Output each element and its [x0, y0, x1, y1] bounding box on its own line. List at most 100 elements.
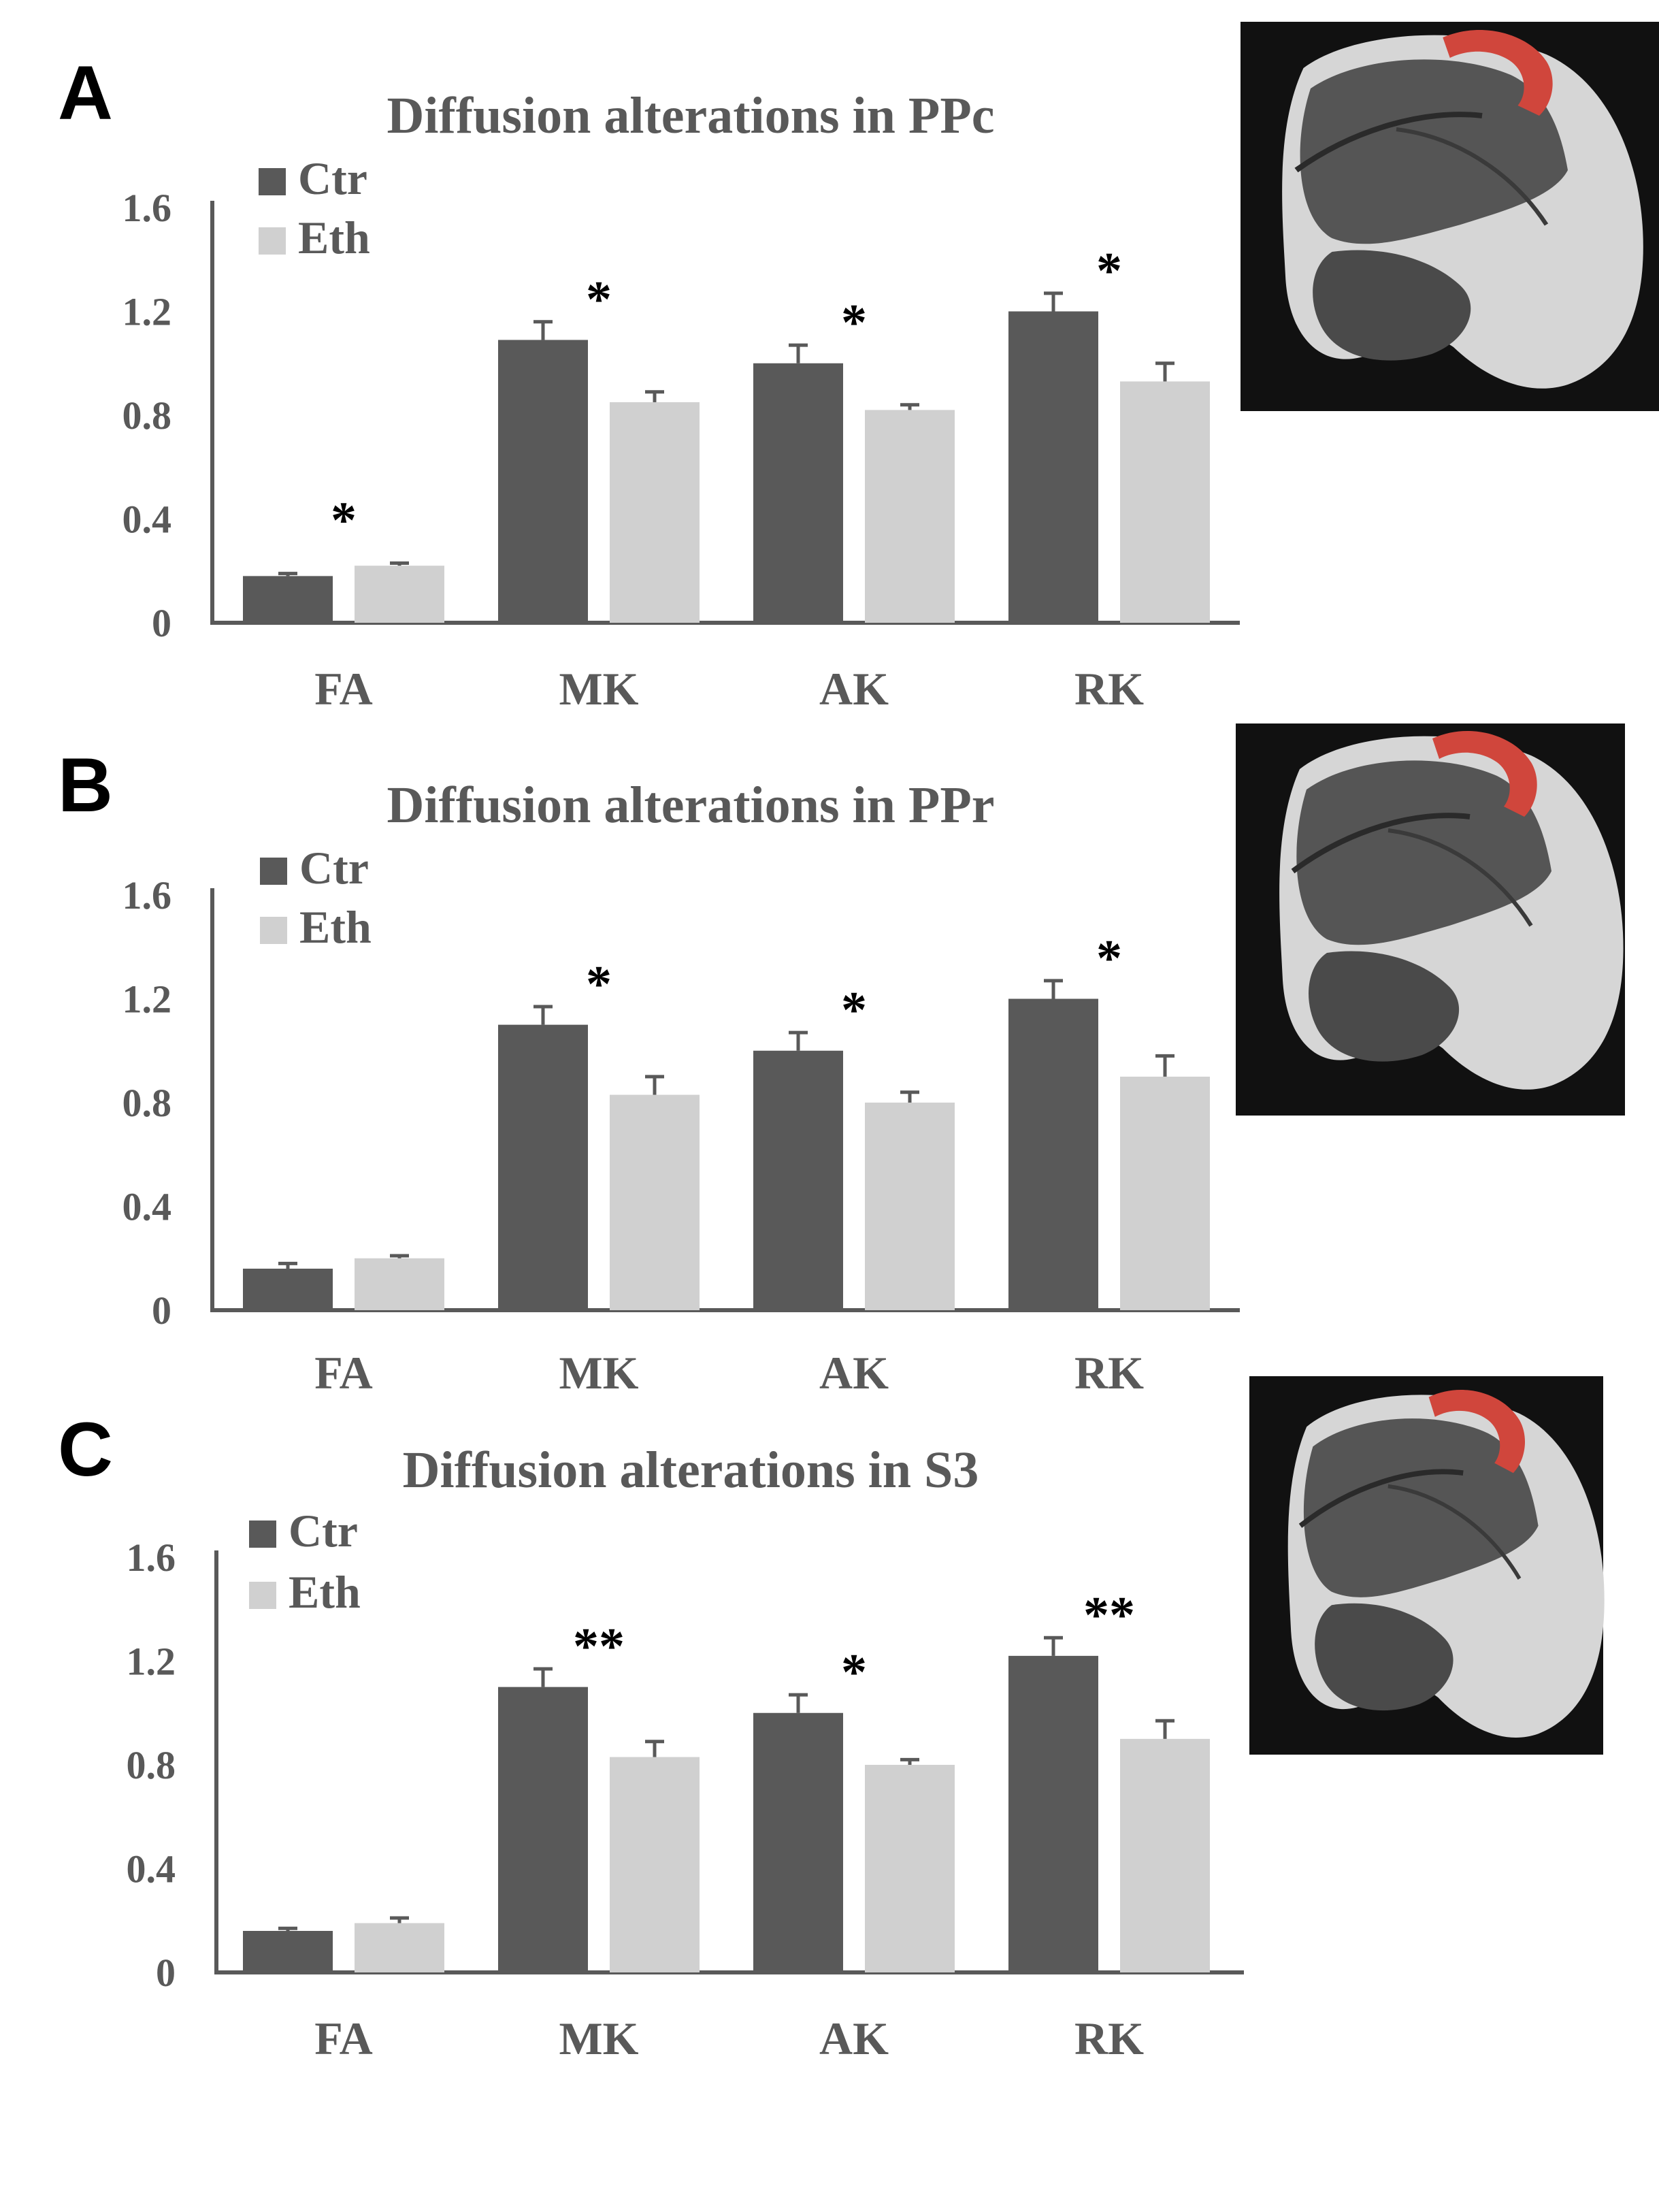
significance-mark: * [1096, 242, 1122, 299]
legend-swatch-eth [259, 227, 286, 255]
mri-inset-image [1249, 1376, 1605, 1755]
brain-lower-region [1309, 951, 1460, 1062]
chart-panel-b: B Diffusion alterations in PPr 0 0.4 0.8 1.2 1… [58, 743, 1240, 1399]
significance-mark: * [331, 491, 357, 549]
bar-eth-rk [1120, 1076, 1210, 1310]
x-category-label: FA [314, 663, 373, 715]
x-category-label: FA [314, 2013, 373, 2064]
x-category-label: FA [314, 1347, 373, 1399]
significance-mark: * [841, 1644, 867, 1701]
brain-sulcus-line [1298, 1469, 1464, 1528]
bar-eth-mk [610, 1757, 700, 1972]
legend-label-eth: Eth [298, 212, 370, 263]
y-tick-label: 1.2 [127, 1640, 176, 1684]
y-tick-label: 0.4 [122, 1185, 172, 1229]
bar-eth-mk [610, 402, 700, 623]
bar-ctr-rk [1008, 998, 1098, 1310]
legend-swatch-ctr [249, 1520, 276, 1548]
chart-panel-a: A Diffusion alterations in PPc 0 0.4 0.8 1.2 1… [58, 50, 1240, 715]
x-category-label: RK [1074, 663, 1144, 715]
y-tick-label: 0.4 [127, 1847, 176, 1891]
legend-swatch-ctr [260, 858, 287, 885]
x-category-label: RK [1074, 2013, 1144, 2064]
brain-tract-line [1387, 828, 1533, 927]
y-tick-label: 0.8 [127, 1743, 176, 1787]
bar-eth-rk [1120, 1738, 1210, 1972]
bar-ctr-fa [243, 576, 333, 623]
legend-label-ctr: Ctr [299, 842, 369, 894]
y-tick-label: 1.6 [122, 186, 172, 230]
mri-inset-image [1236, 723, 1625, 1116]
legend-swatch-eth [249, 1582, 276, 1609]
legend-label-eth: Eth [299, 901, 372, 953]
x-category-label: AK [819, 2013, 889, 2064]
brain-lower-region [1315, 1603, 1453, 1711]
bar-ctr-mk [498, 340, 588, 623]
bar-eth-fa [355, 1258, 444, 1310]
brain-sulcus-line [1291, 813, 1471, 874]
x-category-label: MK [559, 1347, 638, 1399]
chart-title: Diffusion alterations in S3 [403, 1442, 979, 1499]
brain-tract-line [1396, 127, 1549, 226]
significance-mark: * [1096, 930, 1122, 987]
brain-lower-region [1313, 250, 1471, 361]
bar-eth-fa [355, 1923, 444, 1972]
roi-overlay [1443, 29, 1553, 116]
significance-mark: ** [1083, 1587, 1135, 1644]
bar-ctr-mk [498, 1024, 588, 1310]
roi-overlay [1428, 1389, 1526, 1474]
bar-eth-ak [865, 410, 955, 623]
bar-ctr-fa [243, 1931, 333, 1972]
bar-ctr-rk [1008, 1655, 1098, 1972]
brain-tract-line [1387, 1484, 1522, 1580]
y-tick-label: 0 [152, 1288, 171, 1333]
brain-slice [1279, 730, 1624, 1090]
x-category-label: MK [559, 663, 638, 715]
x-category-label: AK [819, 1347, 889, 1399]
bar-eth-fa [355, 566, 444, 623]
brain-inner-dark-region [1296, 760, 1551, 945]
y-tick-label: 1.2 [122, 290, 172, 334]
bar-ctr-mk [498, 1687, 588, 1972]
brain-slice [1287, 1389, 1605, 1738]
significance-mark: * [841, 981, 867, 1039]
bar-eth-rk [1120, 381, 1210, 623]
chart-title: Diffusion alterations in PPc [387, 87, 995, 144]
roi-overlay [1432, 730, 1537, 817]
x-category-label: AK [819, 663, 889, 715]
brain-inner-dark-region [1300, 59, 1568, 244]
mri-inset-image [1241, 22, 1659, 411]
panel-letter: A [58, 50, 113, 135]
brain-sulcus-line [1294, 112, 1483, 173]
bar-eth-mk [610, 1094, 700, 1310]
bar-ctr-rk [1008, 311, 1098, 623]
y-tick-label: 1.2 [122, 977, 172, 1022]
significance-mark: * [586, 956, 612, 1013]
y-tick-label: 0.8 [122, 1081, 172, 1125]
chart-title: Diffusion alterations in PPr [387, 777, 995, 834]
panel-letter: C [58, 1407, 113, 1492]
y-tick-label: 0 [156, 1951, 176, 1995]
bar-ctr-ak [753, 1050, 843, 1310]
bar-ctr-ak [753, 1712, 843, 1972]
panel-letter: B [58, 743, 113, 828]
legend-swatch-ctr [259, 168, 286, 195]
bar-ctr-ak [753, 363, 843, 623]
chart-panel-c: C Diffusion alterations in S3 0 0.4 0.8 1.2 1.… [58, 1407, 1244, 2064]
brain-slice [1282, 29, 1643, 389]
y-tick-label: 0 [152, 601, 171, 645]
legend-label-eth: Eth [289, 1566, 361, 1618]
legend-label-ctr: Ctr [289, 1505, 358, 1557]
brain-inner-dark-region [1303, 1418, 1539, 1597]
bar-eth-ak [865, 1103, 955, 1310]
y-tick-label: 1.6 [127, 1535, 176, 1580]
y-tick-label: 0.8 [122, 393, 172, 438]
bar-ctr-fa [243, 1269, 333, 1310]
bar-eth-ak [865, 1765, 955, 1972]
y-tick-label: 1.6 [122, 873, 172, 917]
x-category-label: RK [1074, 1347, 1144, 1399]
legend-label-ctr: Ctr [298, 152, 367, 204]
significance-mark: * [841, 294, 867, 351]
significance-mark: ** [573, 1618, 625, 1675]
